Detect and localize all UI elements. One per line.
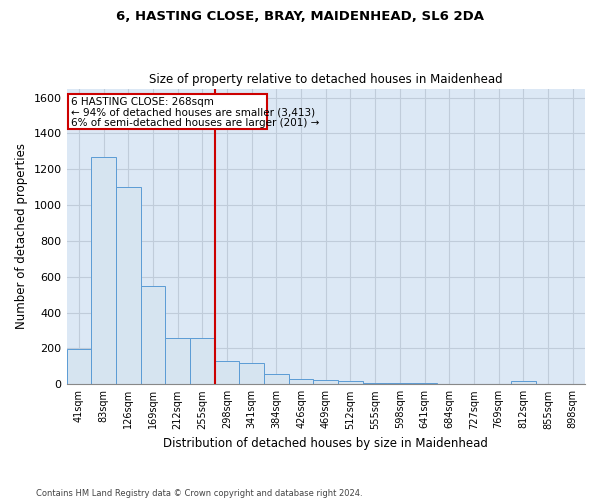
Bar [363,382,388,384]
Bar [91,156,116,384]
Text: 6, HASTING CLOSE, BRAY, MAIDENHEAD, SL6 2DA: 6, HASTING CLOSE, BRAY, MAIDENHEAD, SL6 … [116,10,484,23]
Title: Size of property relative to detached houses in Maidenhead: Size of property relative to detached ho… [149,73,503,86]
Bar [140,286,165,384]
Bar [215,361,239,384]
Bar [165,338,190,384]
Bar [338,381,363,384]
Text: 6% of semi-detached houses are larger (201) →: 6% of semi-detached houses are larger (2… [71,118,320,128]
Text: Contains HM Land Registry data © Crown copyright and database right 2024.: Contains HM Land Registry data © Crown c… [36,488,362,498]
Text: ← 94% of detached houses are smaller (3,413): ← 94% of detached houses are smaller (3,… [71,107,316,117]
X-axis label: Distribution of detached houses by size in Maidenhead: Distribution of detached houses by size … [163,437,488,450]
Bar [116,187,140,384]
Bar [313,380,338,384]
Bar [388,383,412,384]
Bar [190,338,215,384]
Bar [264,374,289,384]
Bar [67,349,91,384]
Text: 6 HASTING CLOSE: 268sqm: 6 HASTING CLOSE: 268sqm [71,96,214,106]
FancyBboxPatch shape [68,94,266,129]
Bar [511,381,536,384]
Y-axis label: Number of detached properties: Number of detached properties [15,144,28,330]
Bar [289,378,313,384]
Bar [239,363,264,384]
